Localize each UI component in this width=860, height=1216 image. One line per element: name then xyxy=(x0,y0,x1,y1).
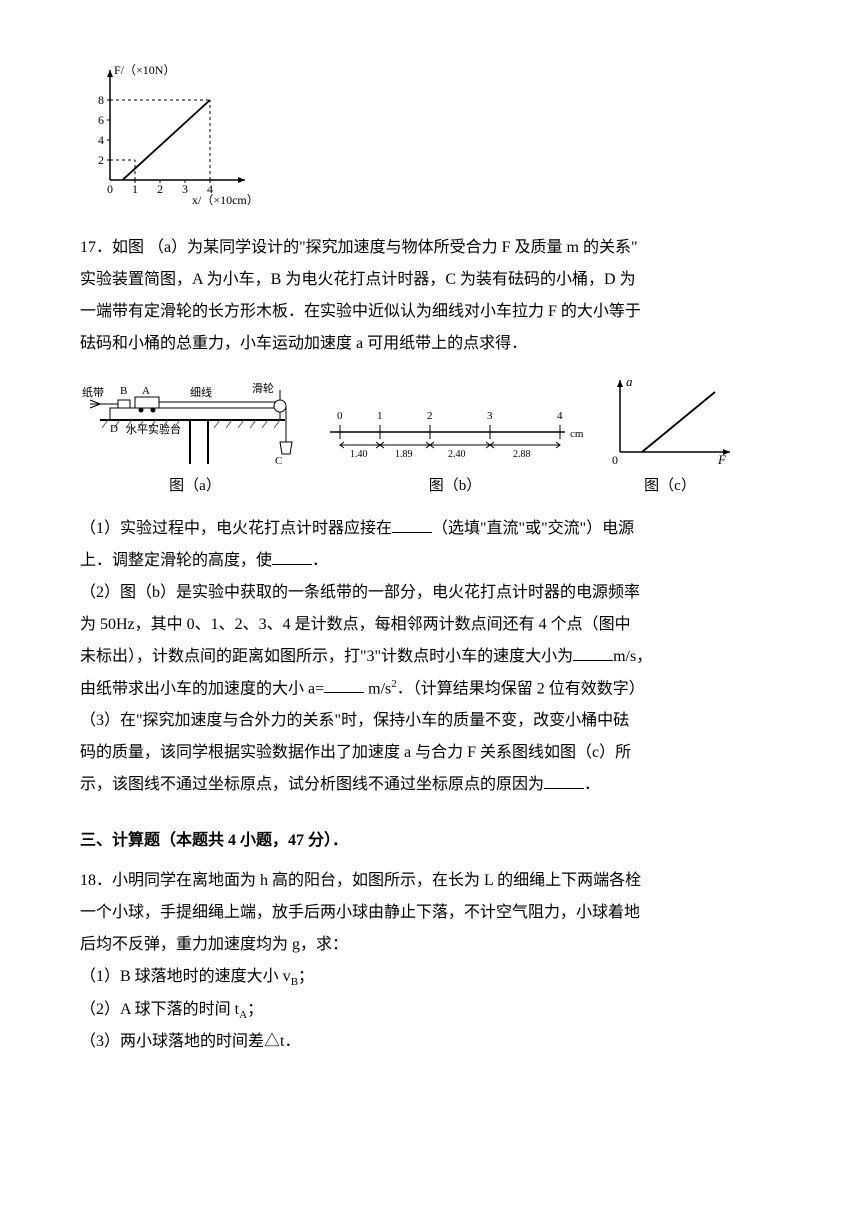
figure-a-caption: 图（a） xyxy=(169,471,221,501)
q17-intro-1: 17．如图 （a）为某同学设计的"探究加速度与物体所受合力 F 及质量 m 的关… xyxy=(80,232,780,264)
q17-p2b: 为 50Hz，其中 0、1、2、3、4 是计数点，每相邻两计数点间还有 4 个点… xyxy=(80,609,780,641)
figc-ylabel: a xyxy=(626,374,633,389)
blank-5 xyxy=(544,772,584,790)
q17-p1c: 上．调整定滑轮的高度，使 ． xyxy=(80,545,780,577)
blank-3 xyxy=(573,643,613,661)
label-tape: 纸带 xyxy=(82,386,104,399)
dist-3: 2.88 xyxy=(513,449,531,460)
blank-2 xyxy=(272,547,312,565)
q18-q2-a: （2）A 球下落的时间 t xyxy=(80,1001,239,1018)
q17-intro-2: 实验装置简图，A 为小车，B 为电火花打点计时器，C 为装有砝码的小桶，D 为 xyxy=(80,264,780,296)
ytick-8: 8 xyxy=(98,93,104,107)
sub-A: A xyxy=(239,1009,247,1021)
q17-p3c-line: 示，该图线不通过坐标原点，试分析图线不通过坐标原点的原因为 ． xyxy=(80,769,780,801)
blank-4 xyxy=(324,676,364,694)
xtick-2: 2 xyxy=(157,182,163,196)
figc-xlabel: F xyxy=(717,452,727,467)
q17-p2-d: m/s， xyxy=(613,648,652,665)
y-axis-label: F/（×10N） xyxy=(114,63,175,77)
figure-b-caption: 图（b） xyxy=(429,471,482,501)
q17-p1: （1）实验过程中，电火花打点计时器应接在 （选填"直流"或"交流"）电源 xyxy=(80,513,780,545)
q18-l2: 一个小球，手提细绳上端，放手后两小球由静止下落，不计空气阻力，小球着地 xyxy=(80,897,780,929)
figure-a-svg: 纸带 B A 细线 滑轮 D 水平实验台 C xyxy=(80,372,310,467)
pt-4: 4 xyxy=(557,410,563,422)
label-A: A xyxy=(142,385,150,397)
dist-1: 1.89 xyxy=(395,449,413,460)
sub-B: B xyxy=(291,977,298,989)
q17-p3a: （3）在"探究加速度与合外力的关系"时，保持小车的质量不变，改变小桶中砝 xyxy=(80,705,780,737)
pt-1: 1 xyxy=(377,410,383,422)
q17-intro-3: 一端带有定滑轮的长方形木板．在实验中近似认为细线对小车拉力 F 的大小等于 xyxy=(80,296,780,328)
x-axis-label: x/（×10cm） xyxy=(192,193,259,205)
ytick-4: 4 xyxy=(98,133,104,147)
pt-2: 2 xyxy=(427,410,433,422)
q17-p1-d: ． xyxy=(312,552,328,569)
q17-p2-f: m/s xyxy=(364,680,391,697)
q17-p2-e: 由纸带求出小车的加速度的大小 a= xyxy=(80,680,324,697)
label-pulley: 滑轮 xyxy=(252,381,274,395)
q18-q2-b: ； xyxy=(247,1001,263,1018)
q17-p2c-line: 未标出），计数点间的距离如图所示，打"3"计数点时小车的速度大小为 m/s， xyxy=(80,641,780,673)
label-string: 细线 xyxy=(190,385,212,399)
q17-p1-b: （选填"直流"或"交流"）电源 xyxy=(432,520,634,537)
figure-b-block: 0 1 2 3 4 1.40 1.89 2.40 2.88 xyxy=(320,397,590,501)
figc-origin: 0 xyxy=(612,453,618,467)
figure-b-svg: 0 1 2 3 4 1.40 1.89 2.40 2.88 xyxy=(320,397,590,467)
figure-a-block: 纸带 B A 细线 滑轮 D 水平实验台 C 图（a） xyxy=(80,372,310,501)
q18-q1: （1）B 球落地时的速度大小 vB； xyxy=(80,961,780,993)
fx-chart-svg: 2 4 6 8 0 1 2 3 4 F/（×10N） x/（×10cm） xyxy=(80,60,260,205)
q17-p3-d: ． xyxy=(584,776,600,793)
figure-c-svg: 0 F a xyxy=(600,372,740,467)
q18-q1-a: （1）B 球落地时的速度大小 v xyxy=(80,968,291,985)
section-3-title: 三、计算题（本题共 4 小题，47 分）． xyxy=(80,825,780,857)
xtick-3: 3 xyxy=(182,182,188,196)
q17-p2a: （2）图（b）是实验中获取的一条纸带的一部分，电火花打点计时器的电源频率 xyxy=(80,577,780,609)
blank-1 xyxy=(392,515,432,533)
pt-3: 3 xyxy=(487,410,493,422)
q18-q1-b: ； xyxy=(298,968,314,985)
ytick-6: 6 xyxy=(98,113,104,127)
q17-p2e-line: 由纸带求出小车的加速度的大小 a= m/s2．（计算结果均保留 2 位有效数字） xyxy=(80,673,780,705)
q18-l3: 后均不反弹，重力加速度均为 g，求： xyxy=(80,929,780,961)
q18-l1: 18．小明同学在离地面为 h 高的阳台，如图所示，在长为 L 的细绳上下两端各栓 xyxy=(80,865,780,897)
force-displacement-chart: 2 4 6 8 0 1 2 3 4 F/（×10N） x/（×10cm） xyxy=(80,60,780,217)
q17-intro-4: 砝码和小桶的总重力，小车运动加速度 a 可用纸带上的点求得． xyxy=(80,328,780,360)
q17-p1-a: （1）实验过程中，电火花打点计时器应接在 xyxy=(80,520,392,537)
q18-q3: （3）两小球落地的时间差△t． xyxy=(80,1026,780,1058)
q17-p3-c: 示，该图线不通过坐标原点，试分析图线不通过坐标原点的原因为 xyxy=(80,776,544,793)
unit-cm: cm xyxy=(570,428,584,440)
q17-p3b: 码的质量，该同学根据实验数据作出了加速度 a 与合力 F 关系图线如图（c）所 xyxy=(80,737,780,769)
dist-2: 2.40 xyxy=(448,449,466,460)
dist-0: 1.40 xyxy=(350,449,368,460)
q17-p1-c: 上．调整定滑轮的高度，使 xyxy=(80,552,272,569)
q17-p2-c: 未标出），计数点间的距离如图所示，打"3"计数点时小车的速度大小为 xyxy=(80,648,573,665)
q17-figures-row: 纸带 B A 细线 滑轮 D 水平实验台 C 图（a） 0 1 2 3 4 xyxy=(80,372,780,501)
label-C: C xyxy=(275,455,282,467)
label-D: D xyxy=(110,423,118,435)
label-table: 水平实验台 xyxy=(126,422,181,436)
figure-c-caption: 图（c） xyxy=(644,471,696,501)
q18-q2: （2）A 球下落的时间 tA； xyxy=(80,994,780,1026)
q17-p2-g: ．（计算结果均保留 2 位有效数字） xyxy=(397,680,645,697)
xtick-1: 1 xyxy=(132,182,138,196)
xtick-0: 0 xyxy=(107,182,113,196)
figure-c-block: 0 F a 图（c） xyxy=(600,372,740,501)
label-B: B xyxy=(120,385,127,397)
ytick-2: 2 xyxy=(98,153,104,167)
pt-0: 0 xyxy=(337,410,343,422)
